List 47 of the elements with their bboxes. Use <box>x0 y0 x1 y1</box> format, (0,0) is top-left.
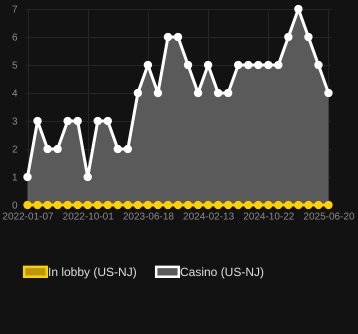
point <box>124 200 132 210</box>
legend-label: Casino (US-NJ) <box>180 264 264 279</box>
x-tick-label: 2024-10-22 <box>243 212 295 222</box>
point <box>304 200 313 210</box>
point <box>53 200 62 210</box>
point <box>294 200 303 210</box>
x-tick-label: 2024-02-13 <box>183 212 235 222</box>
y-tick-label: 7 <box>12 4 18 16</box>
legend-label: In lobby (US-NJ) <box>48 264 137 279</box>
point <box>23 200 32 210</box>
x-tick-label: 2022-10-01 <box>62 212 114 222</box>
point <box>204 200 212 210</box>
point <box>214 200 222 210</box>
point <box>244 200 252 210</box>
point <box>144 200 152 210</box>
y-tick-label: 0 <box>12 200 18 212</box>
y-tick-label: 4 <box>12 88 18 100</box>
x-tick-label: 2022-01-07 <box>2 212 54 222</box>
point <box>184 200 192 210</box>
x-tick-label: 2025-06-20 <box>303 212 356 222</box>
point <box>194 200 202 210</box>
point <box>154 200 162 210</box>
y-tick-label: 6 <box>12 32 18 44</box>
y-tick-label: 1 <box>12 172 18 184</box>
point <box>134 200 142 210</box>
point <box>73 200 82 210</box>
point <box>164 200 172 210</box>
point <box>314 200 323 210</box>
point <box>94 200 102 210</box>
point <box>324 200 333 210</box>
point <box>84 200 92 210</box>
point <box>43 200 52 210</box>
point <box>104 200 112 210</box>
point <box>264 200 272 210</box>
point <box>63 200 72 210</box>
point <box>174 200 182 210</box>
point <box>224 200 232 210</box>
point <box>234 200 242 210</box>
point <box>274 200 283 210</box>
x-tick-label: 2023-06-18 <box>122 212 174 222</box>
y-tick-label: 3 <box>12 116 18 128</box>
point <box>33 200 42 210</box>
point <box>284 200 293 210</box>
point <box>114 200 122 210</box>
y-tick-label: 5 <box>12 60 18 72</box>
point <box>254 200 262 210</box>
y-tick-label: 2 <box>12 144 18 156</box>
